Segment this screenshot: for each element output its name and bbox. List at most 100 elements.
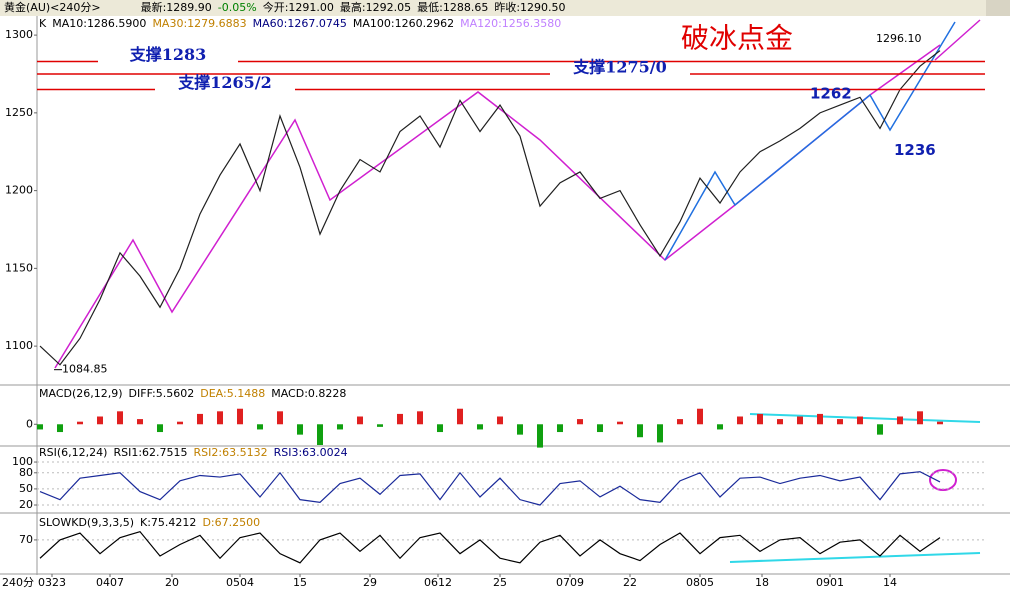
macd-bar <box>197 413 203 425</box>
macd-bar <box>537 424 543 448</box>
macd-bar <box>697 408 703 425</box>
support-label: 支撑1275/0 <box>572 57 667 76</box>
macd-bar <box>77 421 83 425</box>
quote: 最新:1289.90 <box>141 0 212 14</box>
x-tick-label: 18 <box>755 576 769 589</box>
price-line <box>39 50 941 366</box>
y-tick-label: 80 <box>19 466 33 479</box>
quote: -0.05% <box>218 1 257 14</box>
macd-bar <box>177 421 183 425</box>
macd-bar <box>577 419 583 425</box>
legend-item: K <box>39 17 47 30</box>
price-annotation: 1236 <box>894 141 936 159</box>
macd-bar <box>797 416 803 425</box>
quote: 最高:1292.05 <box>340 0 411 14</box>
legend-item: MA30:1279.6883 <box>152 17 246 30</box>
macd-bar <box>97 416 103 425</box>
y-tick-label: 20 <box>19 498 33 511</box>
macd-bar <box>877 424 883 435</box>
divergence-line <box>729 552 981 563</box>
macd-bar <box>497 416 503 425</box>
macd-bar <box>377 424 383 427</box>
y-tick-label: 1100 <box>5 339 33 352</box>
macd-bar <box>37 424 43 430</box>
top-bar <box>0 0 1010 16</box>
x-tick-label: 25 <box>493 576 507 589</box>
panel-legend: MACD(26,12,9) DIFF:5.5602 DEA:5.1488 MACD:0… <box>39 387 346 400</box>
nav-buttons[interactable] <box>986 0 1010 16</box>
macd-bar <box>597 424 603 433</box>
legend-item: RSI1:62.7515 <box>113 446 187 459</box>
price-line <box>39 471 941 506</box>
macd-bar <box>157 424 163 433</box>
quote: 昨收:1290.50 <box>494 0 565 14</box>
macd-bar <box>477 424 483 430</box>
x-tick-label: 22 <box>623 576 637 589</box>
macd-bar <box>137 419 143 425</box>
support-label-bg <box>155 80 295 99</box>
macd-bar <box>57 424 63 433</box>
x-tick-label: 0709 <box>556 576 584 589</box>
y-tick-label: 1250 <box>5 106 33 119</box>
price-annotation: 1262 <box>810 85 852 103</box>
macd-bar <box>417 411 423 425</box>
top-quotes: 黄金(AU)<240分> 最新:1289.90 -0.05% 今开:1291.00 最高… <box>4 0 566 14</box>
y-tick-label: 1150 <box>5 261 33 274</box>
macd-bar <box>937 421 943 425</box>
macd-bar <box>257 424 263 430</box>
macd-bar <box>817 413 823 425</box>
x-tick-label: 0805 <box>686 576 714 589</box>
x-tick-label: 29 <box>363 576 377 589</box>
x-tick-label: 15 <box>293 576 307 589</box>
legend-item: RSI(6,12,24) <box>39 446 107 459</box>
macd-bar <box>777 419 783 425</box>
x-tick-label: 14 <box>883 576 897 589</box>
y-tick-label: 0 <box>26 417 33 430</box>
headline: 破冰点金 <box>681 22 793 55</box>
price-line <box>39 530 941 564</box>
macd-bar <box>517 424 523 435</box>
legend-item: SLOWKD(9,3,3,5) <box>39 516 134 529</box>
trend-arrow <box>934 19 981 61</box>
macd-bar <box>857 416 863 425</box>
macd-bar <box>837 419 843 425</box>
x-tick-label: 0323 <box>38 576 66 589</box>
panel-legend: RSI(6,12,24) RSI1:62.7515 RSI2:63.5132 RSI3… <box>39 446 348 459</box>
legend-item: MA120:1256.3580 <box>460 17 561 30</box>
macd-bar <box>677 419 683 425</box>
legend-item: MACD:0.8228 <box>271 387 346 400</box>
macd-bar <box>617 421 623 425</box>
macd-bar <box>717 424 723 430</box>
legend-item: RSI3:63.0024 <box>274 446 348 459</box>
legend-item: RSI2:63.5132 <box>194 446 268 459</box>
highlight-circle <box>929 469 957 491</box>
macd-bar <box>917 411 923 425</box>
macd-bar <box>897 416 903 425</box>
y-tick-label: 50 <box>19 482 33 495</box>
legend-item: MA100:1260.2962 <box>353 17 454 30</box>
macd-bar <box>457 408 463 425</box>
macd-bar <box>397 413 403 425</box>
macd-bar <box>437 424 443 433</box>
x-tick-label: 0504 <box>226 576 254 589</box>
macd-bar <box>337 424 343 430</box>
macd-bar <box>317 424 323 445</box>
price-annotation: 1084.85 <box>62 363 108 376</box>
macd-bar <box>277 411 283 425</box>
panel-legend: SLOWKD(9,3,3,5) K:75.4212 D:67.2500 <box>39 516 260 529</box>
y-tick-label: 1300 <box>5 28 33 41</box>
legend-item: MA60:1267.0745 <box>253 17 347 30</box>
macd-bar <box>237 408 243 425</box>
x-tick-label: 0901 <box>816 576 844 589</box>
price-annotation: 1296.10 <box>876 32 922 45</box>
quote: 最低:1288.65 <box>417 1 488 14</box>
period-label: 240分 <box>2 576 34 589</box>
legend-item: DIFF:5.5602 <box>129 387 195 400</box>
macd-bar <box>737 416 743 425</box>
macd-bar <box>757 413 763 425</box>
panel-legend: K MA10:1286.5900 MA30:1279.6883 MA60:1267.0… <box>39 17 561 30</box>
y-tick-label: 70 <box>19 533 33 546</box>
divergence-line <box>749 413 981 423</box>
